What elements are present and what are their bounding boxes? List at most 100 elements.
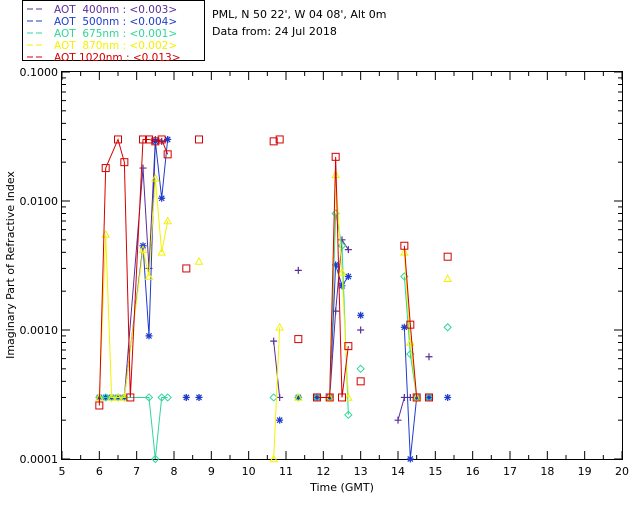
x-tick-label: 12 — [316, 465, 330, 478]
legend: AOT 400nm : <0.003>AOT 500nm : <0.004>AO… — [22, 0, 205, 64]
data-point — [337, 267, 347, 276]
data-point — [101, 393, 110, 402]
info-location: PML, N 50 22', W 04 08', Alt 0m — [212, 8, 386, 21]
axes: 5 6 7 8 9 10 11 12 13 14 15 16 17 18 19 20 0.0001 0.0010 0… — [20, 66, 630, 478]
data-point — [400, 241, 409, 250]
data-point — [412, 392, 422, 401]
data-point — [95, 401, 104, 410]
legend-entry: AOT 675nm : <0.001> — [54, 28, 177, 40]
data-point — [182, 264, 191, 273]
x-tick-label: 11 — [279, 465, 293, 478]
x-tick-label: 14 — [391, 465, 405, 478]
data-point — [357, 326, 365, 334]
y-tick-label: 0.0001 — [20, 453, 59, 466]
series-line — [403, 245, 418, 398]
data-point — [331, 170, 341, 178]
data-point — [444, 393, 452, 401]
legend-entry: AOT 870nm : <0.002> — [54, 40, 177, 52]
data-point — [119, 392, 129, 401]
data-point — [151, 137, 160, 146]
data-point — [275, 322, 285, 331]
x-tick-label: 18 — [540, 465, 554, 478]
x-tick-label: 7 — [133, 465, 140, 478]
x-tick-label: 13 — [354, 465, 368, 478]
data-point — [356, 377, 365, 386]
legend-entry: AOT 1020nm : <0.013> — [54, 52, 181, 64]
data-point — [394, 416, 402, 424]
data-point — [406, 455, 414, 463]
data-point — [425, 393, 433, 401]
data-point — [443, 252, 452, 261]
data-point — [343, 392, 353, 401]
data-point — [344, 342, 353, 351]
y-tick-label: 0.1000 — [20, 66, 59, 79]
data-point — [325, 393, 334, 402]
data-point — [139, 164, 147, 172]
data-point — [406, 320, 415, 329]
data-point — [400, 393, 408, 401]
x-axis-label: Time (GMT) — [309, 481, 374, 494]
data-point — [338, 282, 346, 290]
data-point — [157, 393, 166, 402]
data-point — [195, 393, 203, 401]
x-tick-label: 16 — [466, 465, 480, 478]
series-line — [403, 252, 418, 398]
y-tick-label: 0.0010 — [20, 324, 59, 337]
data-point — [139, 135, 148, 144]
data-point — [144, 135, 153, 144]
data-point — [138, 245, 148, 253]
data-point — [344, 410, 353, 420]
series-line — [99, 396, 168, 460]
data-point — [294, 335, 303, 344]
x-tick-label: 19 — [578, 465, 592, 478]
data-point — [144, 393, 154, 402]
data-point — [331, 152, 340, 161]
data-point — [425, 353, 433, 361]
x-tick-label: 20 — [615, 465, 629, 478]
data-point — [145, 332, 153, 340]
data-point — [164, 135, 172, 143]
data-point — [344, 246, 352, 254]
data-point — [120, 158, 129, 167]
y-tick-label: 0.0100 — [20, 195, 59, 208]
data-point — [443, 274, 453, 282]
x-tick-label: 6 — [96, 465, 103, 478]
data-point — [107, 392, 117, 401]
data-point — [312, 393, 321, 402]
data-point — [338, 393, 346, 402]
data-point — [101, 164, 110, 173]
data-point — [151, 454, 160, 464]
x-tick-label: 10 — [242, 465, 256, 478]
data-point — [400, 323, 408, 331]
data-point — [337, 241, 347, 250]
data-point — [275, 135, 284, 144]
series-line — [316, 156, 349, 398]
legend-entry: AOT 500nm : <0.004> — [54, 16, 177, 28]
x-tick-label: 9 — [208, 465, 215, 478]
legend-box — [22, 0, 205, 61]
data-point — [107, 393, 116, 402]
data-point — [399, 247, 409, 256]
x-tick-label: 17 — [503, 465, 517, 478]
data-point — [163, 393, 172, 402]
data-point — [150, 173, 160, 182]
series-5 — [95, 135, 452, 410]
data-point — [194, 256, 204, 265]
data-point — [344, 272, 352, 280]
series-line — [273, 341, 281, 398]
data-point — [357, 311, 365, 319]
series-1 — [95, 135, 433, 424]
data-point — [294, 266, 302, 274]
data-point — [114, 135, 122, 144]
data-point — [443, 323, 452, 332]
x-tick-label: 15 — [428, 465, 442, 478]
data-point — [270, 337, 278, 345]
data-point — [412, 393, 421, 402]
data-point — [276, 416, 284, 424]
data-point — [126, 393, 135, 402]
legend-entry: AOT 400nm : <0.003> — [54, 4, 177, 16]
data-point — [113, 393, 123, 402]
data-point — [269, 454, 279, 463]
data-point — [424, 393, 433, 402]
